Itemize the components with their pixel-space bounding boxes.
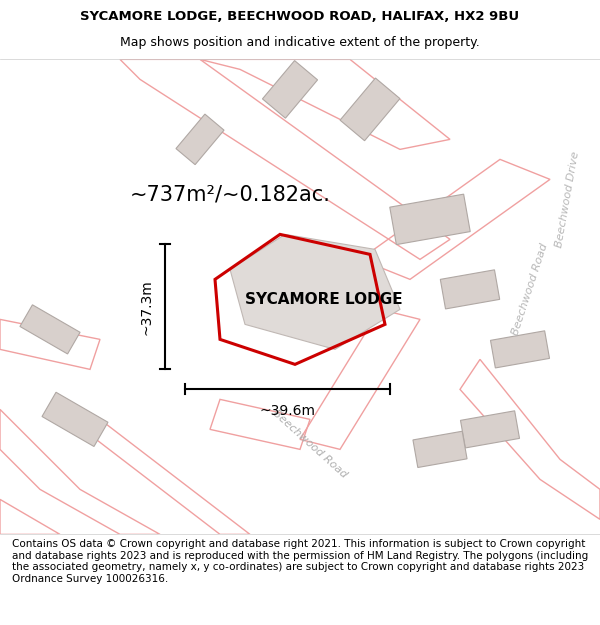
Polygon shape (262, 61, 317, 118)
Polygon shape (20, 305, 80, 354)
Text: Contains OS data © Crown copyright and database right 2021. This information is : Contains OS data © Crown copyright and d… (12, 539, 588, 584)
Text: SYCAMORE LODGE, BEECHWOOD ROAD, HALIFAX, HX2 9BU: SYCAMORE LODGE, BEECHWOOD ROAD, HALIFAX,… (80, 10, 520, 23)
Polygon shape (390, 194, 470, 244)
Text: ~737m²/~0.182ac.: ~737m²/~0.182ac. (130, 184, 331, 204)
Text: Beechwood Road: Beechwood Road (271, 409, 349, 480)
Polygon shape (440, 270, 500, 309)
Polygon shape (460, 411, 520, 448)
Polygon shape (340, 78, 400, 141)
Text: Map shows position and indicative extent of the property.: Map shows position and indicative extent… (120, 36, 480, 49)
Polygon shape (176, 114, 224, 164)
Text: ~37.3m: ~37.3m (140, 279, 154, 335)
Text: Beechwood Road: Beechwood Road (511, 242, 550, 337)
Polygon shape (230, 234, 400, 349)
Text: Beechwood Drive: Beechwood Drive (554, 151, 581, 248)
Polygon shape (490, 331, 550, 368)
Text: ~39.6m: ~39.6m (260, 404, 316, 418)
Polygon shape (42, 392, 108, 446)
Polygon shape (413, 431, 467, 468)
Text: SYCAMORE LODGE: SYCAMORE LODGE (245, 292, 403, 307)
